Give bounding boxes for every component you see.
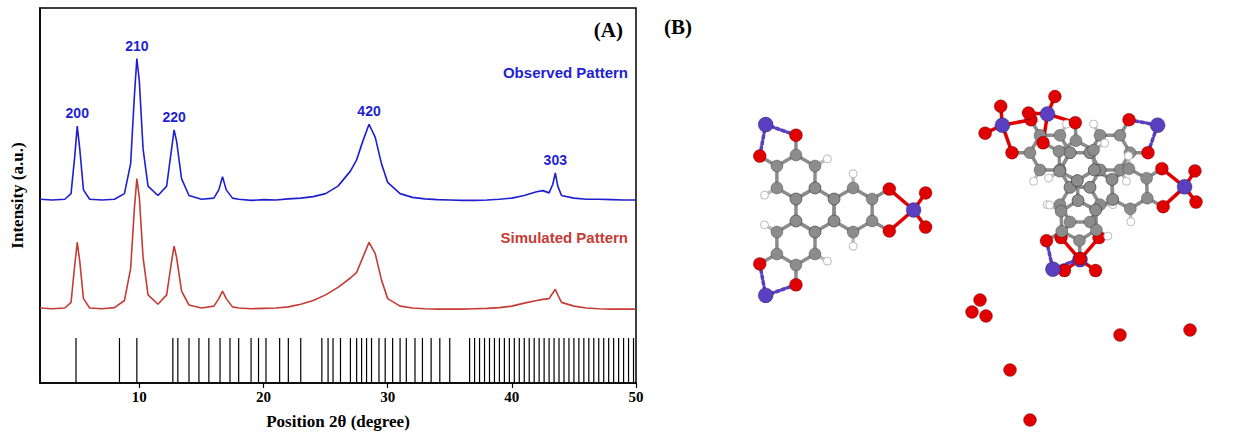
svg-text:(B): (B) [664,15,692,39]
svg-text:Intensity (a.u.): Intensity (a.u.) [8,142,27,248]
svg-text:420: 420 [357,103,381,119]
svg-text:30: 30 [380,389,395,405]
svg-text:Observed Pattern: Observed Pattern [503,64,628,81]
svg-text:Position 2θ (degree): Position 2θ (degree) [266,412,410,431]
svg-text:50: 50 [629,389,644,405]
svg-text:(A): (A) [594,18,623,42]
svg-text:20: 20 [256,389,271,405]
svg-text:Simulated Pattern: Simulated Pattern [500,229,628,246]
svg-text:200: 200 [66,105,90,121]
svg-text:220: 220 [162,109,186,125]
svg-text:210: 210 [125,38,149,54]
svg-text:303: 303 [544,152,568,168]
svg-text:40: 40 [504,389,519,405]
svg-text:10: 10 [132,389,147,405]
